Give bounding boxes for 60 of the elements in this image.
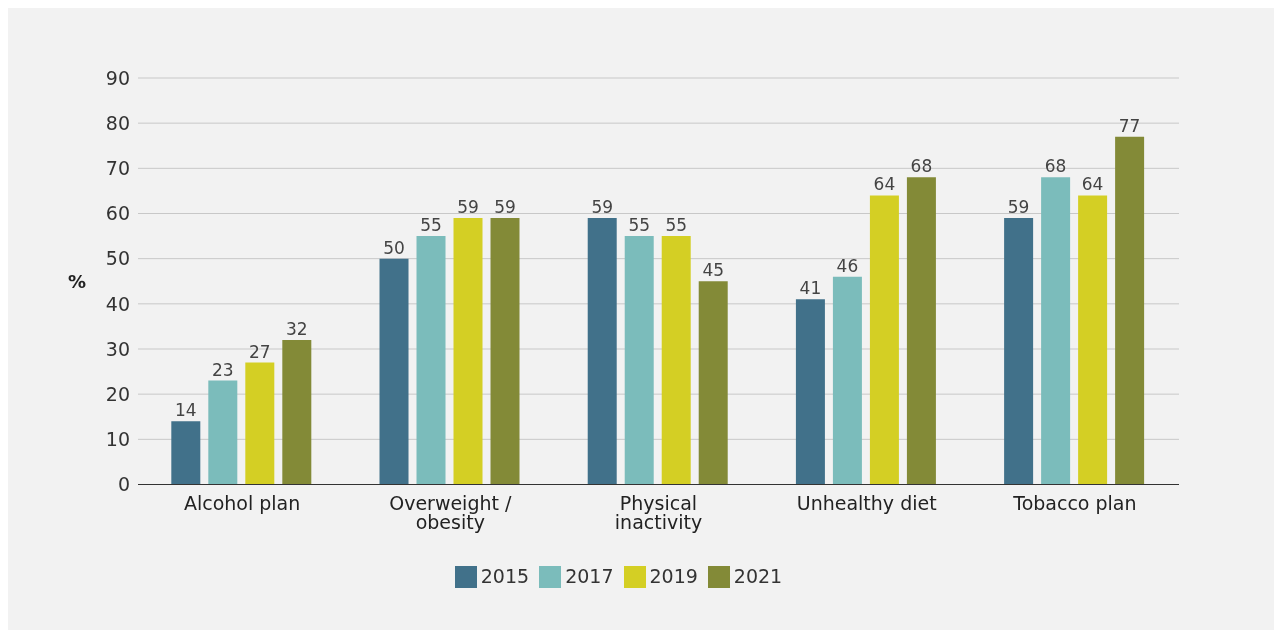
bar: [453, 218, 483, 485]
y-tick-label: 50: [105, 247, 130, 270]
bar: [208, 380, 238, 485]
bar: [869, 195, 899, 485]
legend-label: 2015: [480, 564, 530, 587]
bar: [587, 218, 617, 485]
x-tick-label: Physical inactivity: [614, 491, 703, 533]
bar: [490, 218, 520, 485]
legend-label: 2017: [565, 564, 614, 587]
y-tick-label: 40: [105, 292, 130, 315]
y-tick-label: 0: [117, 473, 130, 496]
data-label: 45: [702, 260, 725, 281]
data-label: 55: [628, 215, 651, 236]
bar: [1078, 195, 1108, 485]
data-label: 14: [174, 400, 197, 421]
legend-label: 2021: [733, 564, 783, 587]
legend-label: 2019: [649, 564, 698, 587]
y-tick-label: 20: [105, 382, 130, 405]
data-label: 59: [494, 197, 516, 218]
bar: [661, 236, 691, 485]
data-label: 68: [1044, 156, 1067, 177]
y-tick-label: 30: [105, 337, 130, 360]
data-label: 68: [910, 156, 933, 177]
bar: [698, 281, 728, 485]
bar: [416, 236, 446, 485]
data-label: 32: [285, 318, 308, 339]
bar: [906, 177, 936, 485]
data-label: 77: [1118, 115, 1141, 136]
bar: [832, 276, 862, 485]
y-tick-label: 60: [105, 202, 130, 225]
y-tick-label: 70: [105, 157, 130, 180]
bar: [795, 299, 825, 485]
data-label: 46: [836, 255, 859, 276]
data-label: 23: [211, 359, 234, 380]
data-label: 55: [665, 215, 688, 236]
y-tick-label: 90: [105, 66, 130, 89]
bar: [171, 421, 201, 485]
data-label: 64: [1081, 174, 1104, 195]
x-tick-label: Tobacco plan: [1012, 491, 1137, 514]
bar: [282, 339, 312, 485]
y-axis-title: %: [68, 270, 87, 292]
bar: [1004, 218, 1034, 485]
data-label: 27: [248, 341, 271, 362]
data-label: 50: [383, 237, 405, 258]
data-label: 55: [420, 215, 442, 236]
bar: [624, 236, 654, 485]
x-tick-label: Unhealthy diet: [796, 491, 937, 514]
x-tick-label: Overweight / obesity: [389, 491, 512, 533]
bar: [1041, 177, 1071, 485]
y-tick-label: 10: [105, 428, 130, 451]
data-label: 59: [591, 197, 614, 218]
y-tick-label: 80: [105, 111, 130, 134]
data-label: 64: [873, 174, 896, 195]
data-label: 41: [799, 278, 822, 299]
bar: [379, 258, 409, 485]
x-tick-label: Alcohol plan: [183, 491, 301, 514]
data-label: 59: [1007, 197, 1030, 218]
bar: [245, 362, 275, 485]
data-label: 59: [457, 197, 479, 218]
bar: [1115, 136, 1145, 485]
